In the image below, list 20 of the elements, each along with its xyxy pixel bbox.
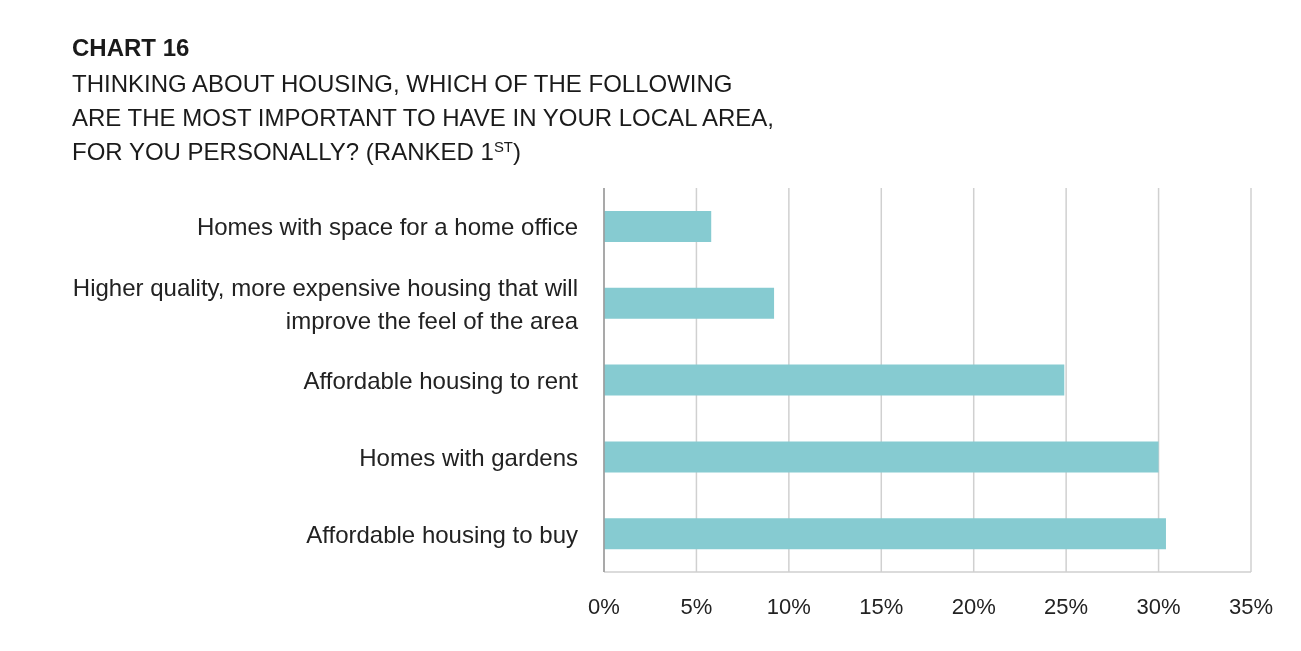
y-tick-label: Homes with gardens (359, 443, 578, 471)
x-tick-label: 25% (1044, 593, 1089, 619)
y-tick-label: Higher quality, more expensive housing that will improve the feel of the area (72, 273, 579, 334)
y-tick-label: Affordable housing to rent (303, 366, 579, 394)
text: CHART 16 (72, 33, 190, 63)
y-tick-label: Affordable housing to buy (306, 520, 578, 548)
bar (604, 441, 1159, 473)
bar (604, 518, 1166, 550)
x-tick-label: 35% (1228, 593, 1274, 619)
bar (604, 364, 1065, 396)
x-tick-label: 15% (859, 593, 904, 619)
bar (604, 211, 712, 242)
chart-subtitle: THINKING ABOUT HOUSING, WHICH OF THE FOLLOWING ARE THE MOST IMPORTANT TO HAVE IN YOUR LOCAL AREA, FOR YOU PERSONALLY? (RANKED 1$^{ST}$) (72, 69, 775, 167)
x-tick-label: 0% (588, 593, 620, 619)
x-tick-label: 10% (766, 593, 811, 619)
x-tick-label: 30% (1136, 593, 1181, 619)
x-tick-label: 5% (680, 593, 713, 619)
y-tick-label: Homes with space for a home office (196, 212, 578, 240)
bar (604, 287, 775, 319)
x-tick-label: 20% (951, 593, 996, 619)
